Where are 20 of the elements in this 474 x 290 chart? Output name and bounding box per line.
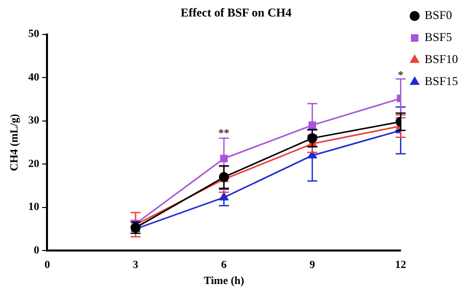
x-axis-title: Time (h) — [204, 275, 244, 288]
y-tick-label: 30 — [28, 114, 40, 127]
annotation: ** — [218, 128, 230, 140]
chart-title: Effect of BSF on CH4 — [180, 5, 292, 20]
x-tick-label: 12 — [395, 259, 407, 272]
y-tick-label: 40 — [28, 71, 40, 84]
y-tick-label: 20 — [28, 158, 40, 170]
legend-label: BSF5 — [424, 30, 452, 44]
y-tick-label: 50 — [28, 28, 40, 40]
x-tick-label: 9 — [310, 259, 316, 272]
legend-label: BSF10 — [424, 52, 458, 66]
annotation: * — [398, 69, 404, 82]
y-axis-title: CH4 (mL/g) — [8, 114, 20, 172]
y-tick-label: 0 — [34, 244, 40, 256]
y-tick-label: 10 — [28, 201, 40, 214]
x-tick-label: 0 — [44, 259, 50, 272]
legend-label: BSF15 — [424, 74, 458, 88]
x-tick-label: 3 — [132, 259, 139, 272]
x-tick-label: 6 — [221, 259, 228, 272]
legend-label: BSF0 — [424, 8, 452, 22]
